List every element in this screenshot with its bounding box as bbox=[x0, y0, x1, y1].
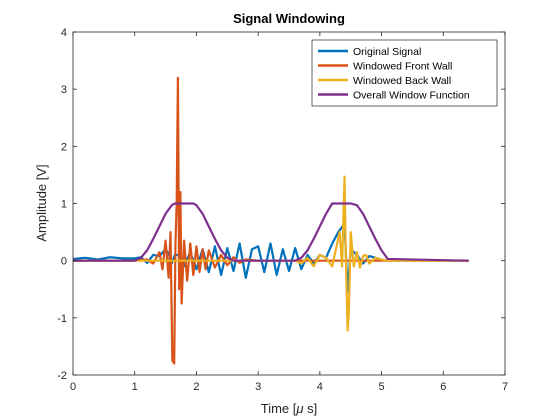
x-axis-label-prefix: Time [ bbox=[261, 401, 297, 416]
y-tick-label: -2 bbox=[57, 370, 67, 382]
x-tick-label: 1 bbox=[132, 381, 138, 393]
y-tick-label: 4 bbox=[61, 27, 67, 39]
legend: Original Signal Windowed Front Wall Window… bbox=[311, 39, 498, 107]
y-tick-label: 2 bbox=[61, 141, 67, 153]
x-tick-label: 4 bbox=[317, 381, 323, 393]
y-tick-label: 1 bbox=[61, 199, 67, 211]
x-tick-label: 2 bbox=[193, 381, 199, 393]
x-axis-label-suffix: s] bbox=[304, 401, 318, 416]
x-axis-label: Time [μ s] bbox=[261, 401, 318, 416]
y-tick-label: 0 bbox=[61, 256, 67, 268]
legend-label-3: Windowed Back Wall bbox=[353, 75, 451, 87]
y-axis-label: Amplitude [V] bbox=[34, 164, 49, 241]
x-tick-label: 3 bbox=[255, 381, 261, 393]
x-tick-label: 6 bbox=[440, 381, 446, 393]
x-tick-label: 7 bbox=[502, 381, 508, 393]
y-tick-label: -1 bbox=[57, 313, 67, 325]
series-group bbox=[73, 76, 470, 365]
x-axis-label-mu: μ bbox=[295, 401, 303, 416]
x-tick-label: 0 bbox=[70, 381, 76, 393]
x-tick-label: 5 bbox=[379, 381, 385, 393]
legend-label-2: Windowed Front Wall bbox=[353, 61, 452, 73]
series-line-1 bbox=[73, 222, 389, 294]
legend-label-4: Overall Window Function bbox=[353, 90, 470, 102]
legend-label-1: Original Signal bbox=[353, 46, 421, 58]
series-line-3 bbox=[73, 175, 470, 332]
y-tick-label: 3 bbox=[61, 84, 67, 96]
series-line-4 bbox=[73, 202, 470, 262]
chart-title: Signal Windowing bbox=[233, 11, 345, 26]
